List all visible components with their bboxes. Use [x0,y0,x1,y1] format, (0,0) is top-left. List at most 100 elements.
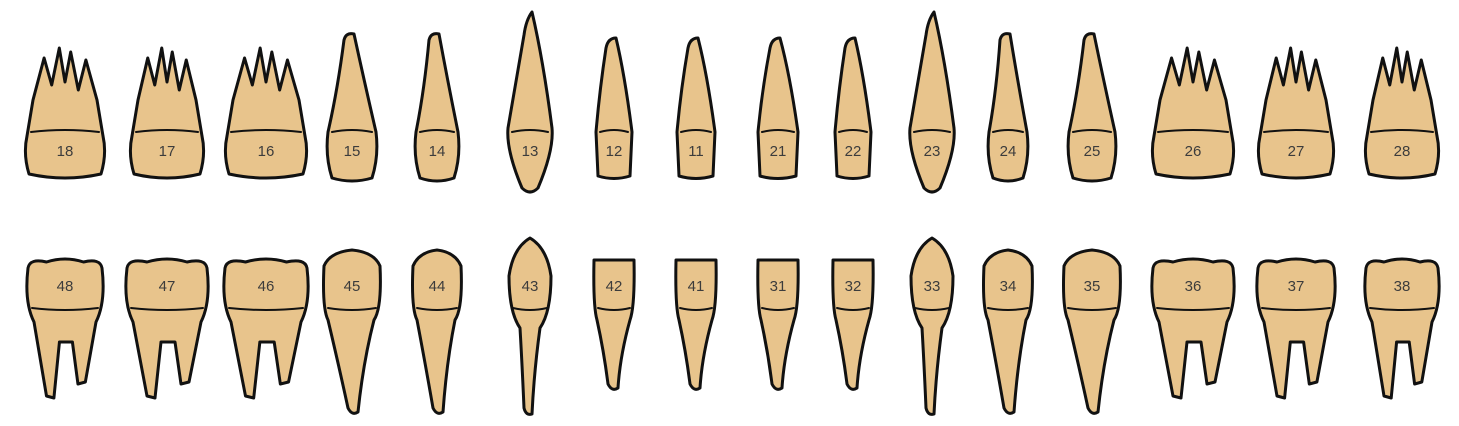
tooth-22: 22 [833,36,873,180]
tooth-shape [1150,257,1236,400]
tooth-16: 16 [223,46,309,180]
tooth-12: 12 [594,36,634,180]
tooth-shape [909,236,955,416]
tooth-shape [507,236,553,416]
cemento-enamel-line [914,307,950,311]
upper-arch: 18 17 16 15 14 13 12 11 21 22 23 24 25 26 27 28 [23,10,1441,194]
tooth-shape [756,258,800,391]
tooth-shape [986,32,1030,183]
tooth-number: 26 [1185,143,1202,160]
tooth-number: 15 [344,143,361,160]
cemento-enamel-line [1157,129,1229,133]
cemento-enamel-line [1369,307,1435,311]
tooth-28: 28 [1363,46,1441,180]
tooth-shape [25,257,105,400]
tooth-shape [908,10,956,194]
tooth-shape [222,257,310,400]
tooth-47: 47 [124,257,210,400]
cemento-enamel-line [838,129,868,133]
tooth-number: 27 [1288,143,1305,160]
tooth-number: 12 [606,143,623,160]
tooth-shape [592,258,636,391]
tooth-shape [413,32,461,183]
tooth-number: 41 [688,278,705,295]
tooth-34: 34 [982,248,1034,415]
tooth-18: 18 [23,46,107,180]
tooth-46: 46 [222,257,310,400]
cemento-enamel-line [130,307,204,311]
tooth-number: 35 [1084,278,1101,295]
tooth-32: 32 [831,258,875,391]
tooth-number: 13 [522,143,539,160]
tooth-13: 13 [506,10,554,194]
tooth-shape [506,10,554,194]
cemento-enamel-line [511,129,549,133]
tooth-number: 37 [1288,278,1305,295]
cemento-enamel-line [1067,307,1117,311]
tooth-31: 31 [756,258,800,391]
cemento-enamel-line [31,307,99,311]
tooth-number: 25 [1084,143,1101,160]
tooth-11: 11 [675,36,717,180]
tooth-36: 36 [1150,257,1236,400]
tooth-41: 41 [674,258,718,391]
tooth-23: 23 [908,10,956,194]
tooth-shape [1363,257,1441,400]
tooth-number: 34 [1000,278,1017,295]
tooth-number: 44 [429,278,446,295]
cemento-enamel-line [680,129,712,133]
tooth-shape [756,36,800,180]
cemento-enamel-line [679,307,713,311]
tooth-44: 44 [411,248,463,415]
tooth-35: 35 [1062,248,1122,415]
cemento-enamel-line [416,307,458,311]
cemento-enamel-line [987,307,1029,311]
tooth-shape [1256,46,1336,180]
tooth-shape [124,257,210,400]
tooth-number: 17 [159,143,176,160]
cemento-enamel-line [1370,129,1434,133]
tooth-42: 42 [592,258,636,391]
tooth-15: 15 [325,32,379,183]
tooth-shape [674,258,718,391]
cemento-enamel-line [913,129,951,133]
cemento-enamel-line [597,307,631,311]
tooth-shape [675,36,717,180]
tooth-number: 43 [522,278,539,295]
tooth-21: 21 [756,36,800,180]
cemento-enamel-line [230,129,302,133]
cemento-enamel-line [761,307,795,311]
tooth-number: 42 [606,278,623,295]
tooth-number: 45 [344,278,361,295]
tooth-43: 43 [507,236,553,416]
tooth-number: 32 [845,278,862,295]
tooth-shape [1062,248,1122,415]
tooth-shape [325,32,379,183]
cemento-enamel-line [1072,129,1112,133]
cemento-enamel-line [1156,307,1230,311]
cemento-enamel-line [331,129,373,133]
tooth-number: 31 [770,278,787,295]
cemento-enamel-line [135,129,199,133]
cemento-enamel-line [1263,129,1329,133]
tooth-25: 25 [1066,32,1118,183]
tooth-shape [128,46,206,180]
cemento-enamel-line [761,129,795,133]
cemento-enamel-line [836,307,870,311]
tooth-37: 37 [1255,257,1337,400]
tooth-shape [833,36,873,180]
tooth-38: 38 [1363,257,1441,400]
tooth-shape [23,46,107,180]
tooth-number: 16 [258,143,275,160]
tooth-shape [594,36,634,180]
tooth-shape [1255,257,1337,400]
tooth-shape [1363,46,1441,180]
lower-arch: 48 47 46 45 44 43 42 41 31 32 33 34 35 36 37 38 [25,236,1441,416]
tooth-number: 36 [1185,278,1202,295]
tooth-number: 14 [429,143,446,160]
cemento-enamel-line [599,129,629,133]
tooth-26: 26 [1150,46,1236,180]
cemento-enamel-line [512,307,548,311]
cemento-enamel-line [327,307,377,311]
